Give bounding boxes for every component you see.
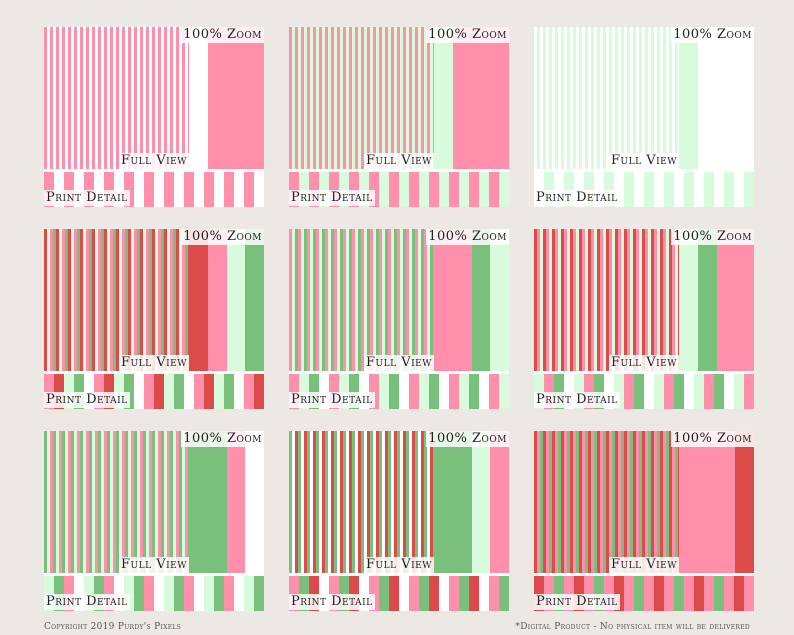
zoom-stripe	[490, 229, 509, 371]
zoom-stripe	[452, 229, 472, 371]
zoom-stripe	[679, 27, 698, 169]
zoom-swatch	[189, 431, 264, 573]
full-view-label: Full View	[609, 557, 679, 573]
zoom-stripe	[735, 27, 754, 169]
zoom-stripe	[471, 27, 491, 169]
zoom-swatch	[679, 229, 754, 371]
zoom-swatch	[189, 27, 264, 169]
zoom-stripe	[226, 27, 246, 169]
zoom-stripe	[189, 27, 208, 169]
full-view-label: Full View	[119, 557, 189, 573]
zoom-stripe	[735, 431, 754, 573]
print-detail-label: Print Detail	[534, 392, 620, 408]
pattern-tile: 100% Zoom Full View Print Detail	[289, 431, 509, 611]
full-view-swatch	[534, 27, 679, 169]
print-detail-label: Print Detail	[44, 594, 130, 610]
zoom-label: 100% Zoom	[671, 27, 754, 43]
copyright-text: Copyright 2019 Purdy's Pixels	[44, 622, 182, 632]
zoom-label: 100% Zoom	[671, 431, 754, 447]
pattern-tile: 100% Zoom Full View Print Detail	[534, 229, 754, 409]
zoom-stripe	[697, 229, 717, 371]
zoom-swatch	[434, 229, 509, 371]
full-view-swatch	[289, 27, 434, 169]
zoom-stripe	[189, 229, 208, 371]
zoom-label: 100% Zoom	[426, 431, 509, 447]
zoom-stripe	[189, 431, 208, 573]
print-detail-label: Print Detail	[534, 594, 620, 610]
zoom-stripe	[452, 27, 472, 169]
zoom-stripe	[490, 431, 509, 573]
zoom-label: 100% Zoom	[181, 431, 264, 447]
zoom-stripe	[434, 27, 453, 169]
zoom-stripe	[716, 229, 736, 371]
zoom-swatch	[434, 27, 509, 169]
zoom-stripe	[452, 431, 472, 573]
zoom-stripe	[226, 229, 246, 371]
zoom-label: 100% Zoom	[426, 229, 509, 245]
zoom-stripe	[471, 229, 491, 371]
zoom-stripe	[245, 431, 264, 573]
pattern-tile: 100% Zoom Full View Print Detail	[44, 229, 264, 409]
zoom-stripe	[207, 27, 227, 169]
zoom-swatch	[679, 431, 754, 573]
zoom-swatch	[434, 431, 509, 573]
full-view-swatch	[44, 229, 189, 371]
full-view-swatch	[44, 27, 189, 169]
full-view-label: Full View	[364, 355, 434, 371]
zoom-stripe	[716, 27, 736, 169]
zoom-label: 100% Zoom	[181, 27, 264, 43]
zoom-stripe	[735, 229, 754, 371]
print-detail-label: Print Detail	[534, 190, 620, 206]
full-view-swatch	[289, 431, 434, 573]
full-view-label: Full View	[609, 153, 679, 169]
full-view-label: Full View	[609, 355, 679, 371]
full-view-swatch	[289, 229, 434, 371]
pattern-tile: 100% Zoom Full View Print Detail	[534, 431, 754, 611]
zoom-stripe	[697, 431, 717, 573]
print-detail-label: Print Detail	[44, 190, 130, 206]
full-view-label: Full View	[119, 153, 189, 169]
zoom-stripe	[679, 229, 698, 371]
zoom-stripe	[697, 27, 717, 169]
print-detail-label: Print Detail	[44, 392, 130, 408]
full-view-label: Full View	[364, 557, 434, 573]
zoom-stripe	[490, 27, 509, 169]
zoom-label: 100% Zoom	[181, 229, 264, 245]
zoom-stripe	[716, 431, 736, 573]
print-detail-label: Print Detail	[289, 392, 375, 408]
zoom-stripe	[245, 229, 264, 371]
full-view-swatch	[534, 431, 679, 573]
full-view-label: Full View	[119, 355, 189, 371]
full-view-swatch	[44, 431, 189, 573]
zoom-swatch	[679, 27, 754, 169]
pattern-tile: 100% Zoom Full View Print Detail	[44, 431, 264, 611]
zoom-stripe	[679, 431, 698, 573]
zoom-stripe	[245, 27, 264, 169]
zoom-label: 100% Zoom	[671, 229, 754, 245]
print-detail-label: Print Detail	[289, 190, 375, 206]
zoom-stripe	[226, 431, 246, 573]
zoom-label: 100% Zoom	[426, 27, 509, 43]
zoom-stripe	[471, 431, 491, 573]
zoom-stripe	[434, 431, 453, 573]
pattern-tile: 100% Zoom Full View Print Detail	[534, 27, 754, 207]
pattern-tile: 100% Zoom Full View Print Detail	[289, 229, 509, 409]
zoom-swatch	[189, 229, 264, 371]
zoom-stripe	[434, 229, 453, 371]
full-view-label: Full View	[364, 153, 434, 169]
digital-product-disclaimer: *Digital Product - No physical item will…	[515, 622, 750, 632]
zoom-stripe	[207, 431, 227, 573]
zoom-stripe	[207, 229, 227, 371]
pattern-tile: 100% Zoom Full View Print Detail	[44, 27, 264, 207]
print-detail-label: Print Detail	[289, 594, 375, 610]
pattern-tile: 100% Zoom Full View Print Detail	[289, 27, 509, 207]
full-view-swatch	[534, 229, 679, 371]
